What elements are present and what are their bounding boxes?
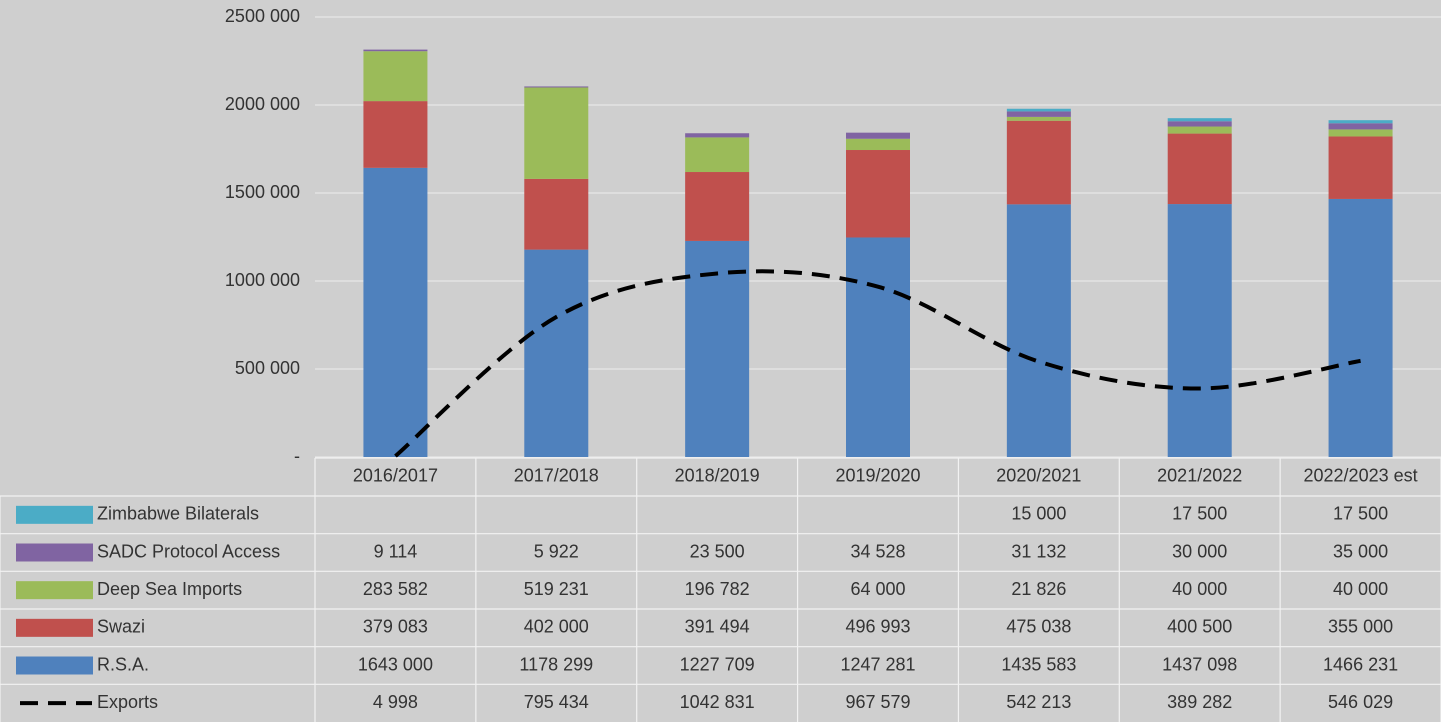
- bar-segment: [524, 249, 589, 457]
- legend-label: Exports: [97, 692, 158, 712]
- category-label: 2017/2018: [514, 465, 599, 485]
- legend-key: [16, 543, 93, 562]
- table-value: 30 000: [1172, 541, 1227, 561]
- table-value: 379 083: [363, 617, 428, 637]
- table-value: 35 000: [1333, 541, 1388, 561]
- bar-segment: [363, 51, 428, 102]
- table-value: 475 038: [1006, 617, 1071, 637]
- category-label: 2022/2023 est: [1304, 465, 1418, 485]
- bar-segment: [524, 86, 589, 88]
- legend-label: Zimbabwe Bilaterals: [97, 504, 259, 524]
- table-value: 1437 098: [1162, 654, 1237, 674]
- bar-segment: [524, 178, 589, 250]
- table-value: 1435 583: [1001, 654, 1076, 674]
- bar-segment: [1328, 123, 1393, 130]
- bar-segment: [363, 49, 428, 52]
- table-value: 1466 231: [1323, 654, 1398, 674]
- table-value: 5 922: [534, 541, 579, 561]
- table-value: 9 114: [374, 541, 418, 561]
- table-value: 34 528: [850, 541, 905, 561]
- y-tick-label: 500 000: [235, 358, 300, 378]
- bar-segment: [846, 138, 910, 151]
- table-value: 967 579: [845, 692, 910, 712]
- bar-segment: [1167, 204, 1232, 457]
- legend-label: Deep Sea Imports: [97, 579, 242, 599]
- table-value: 1643 000: [358, 654, 433, 674]
- table-value: 795 434: [524, 692, 589, 712]
- table-value: 31 132: [1011, 541, 1066, 561]
- bar-segment: [685, 137, 750, 173]
- bar-segment: [1167, 133, 1232, 205]
- category-label: 2016/2017: [353, 465, 438, 485]
- legend-label: SADC Protocol Access: [97, 541, 280, 561]
- bar-segment: [685, 133, 750, 138]
- y-tick-label: 2500 000: [225, 6, 300, 26]
- bar-segment: [1167, 121, 1232, 127]
- bar-segment: [846, 132, 910, 139]
- bar-segment: [1006, 111, 1071, 117]
- table-value: 355 000: [1328, 617, 1393, 637]
- bar-segment: [1328, 198, 1393, 457]
- legend-label: Swazi: [97, 617, 145, 637]
- legend-key: [16, 581, 93, 600]
- bar-segment: [1328, 120, 1393, 124]
- table-value: 15 000: [1011, 504, 1066, 524]
- bar-segment: [1167, 118, 1232, 122]
- category-label: 2020/2021: [996, 465, 1081, 485]
- table-value: 40 000: [1172, 579, 1227, 599]
- table-value: 389 282: [1167, 692, 1232, 712]
- table-value: 1247 281: [840, 654, 915, 674]
- bar-segment: [685, 172, 750, 241]
- category-label: 2019/2020: [835, 465, 920, 485]
- table-value: 1227 709: [680, 654, 755, 674]
- table-value: 402 000: [524, 617, 589, 637]
- y-tick-label: -: [294, 446, 300, 466]
- bar-segment: [1006, 108, 1071, 112]
- bar-segment: [1328, 129, 1393, 137]
- legend-key: [16, 656, 93, 675]
- table-value: 542 213: [1006, 692, 1071, 712]
- table-value: 17 500: [1172, 504, 1227, 524]
- legend-key: [16, 505, 93, 524]
- bar-segment: [363, 167, 428, 457]
- table-value: 496 993: [845, 617, 910, 637]
- y-tick-label: 2000 000: [225, 94, 300, 114]
- table-value: 519 231: [524, 579, 589, 599]
- bar-segment: [846, 237, 910, 457]
- bar-segment: [1328, 136, 1393, 199]
- category-label: 2018/2019: [675, 465, 760, 485]
- table-value: 4 998: [373, 692, 418, 712]
- bar-segment: [1006, 204, 1071, 457]
- bar-segment: [524, 87, 589, 179]
- legend-key: [16, 618, 93, 637]
- category-label: 2021/2022: [1157, 465, 1242, 485]
- bar-segment: [1167, 126, 1232, 134]
- table-value: 64 000: [850, 579, 905, 599]
- table-value: 21 826: [1011, 579, 1066, 599]
- bar-segment: [846, 150, 910, 238]
- bar-segment: [685, 240, 750, 457]
- table-value: 1178 299: [519, 654, 593, 674]
- table-value: 400 500: [1167, 617, 1232, 637]
- bar-segment: [1006, 116, 1071, 121]
- table-value: 17 500: [1333, 504, 1388, 524]
- table-value: 1042 831: [680, 692, 755, 712]
- bar-segment: [363, 101, 428, 168]
- y-tick-label: 1500 000: [225, 182, 300, 202]
- table-value: 23 500: [690, 541, 745, 561]
- table-value: 196 782: [685, 579, 750, 599]
- bar-segment: [1006, 120, 1071, 205]
- table-value: 40 000: [1333, 579, 1388, 599]
- table-value: 391 494: [685, 617, 750, 637]
- line-series: [394, 269, 1361, 458]
- legend-label: R.S.A.: [97, 654, 149, 674]
- y-tick-label: 1000 000: [225, 270, 300, 290]
- table-value: 283 582: [363, 579, 428, 599]
- table-value: 546 029: [1328, 692, 1393, 712]
